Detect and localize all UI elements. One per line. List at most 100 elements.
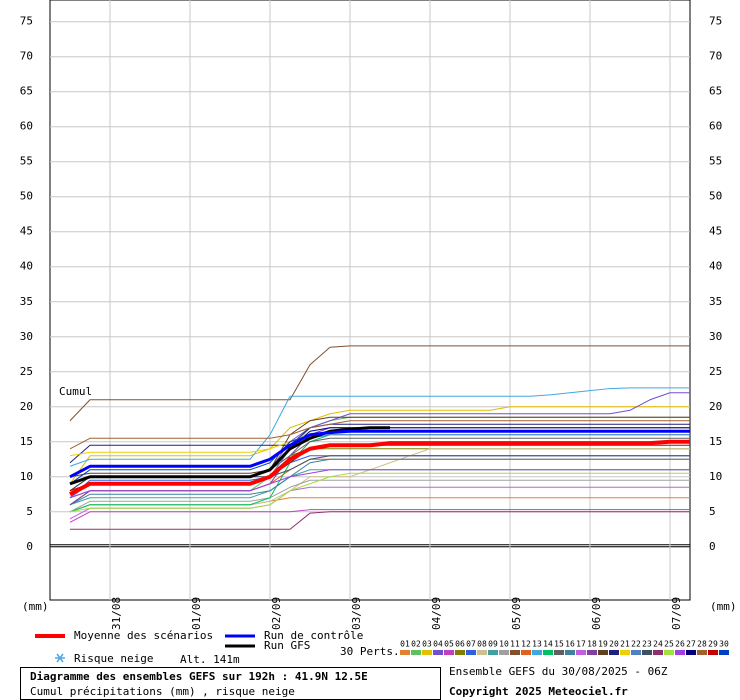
y-tick-label: 70 bbox=[20, 50, 33, 63]
run-info: Ensemble GEFS du 30/08/2025 - 06Z bbox=[449, 665, 668, 678]
legend-swatch bbox=[499, 650, 509, 655]
legend-swatch bbox=[400, 650, 410, 655]
legend-swatch bbox=[631, 650, 641, 655]
legend-label: 06 bbox=[455, 640, 465, 649]
legend-swatch bbox=[521, 650, 531, 655]
x-tick-label: 02/09 bbox=[270, 597, 283, 630]
y2-tick-label: 20 bbox=[709, 400, 722, 413]
legend-label: 25 bbox=[664, 640, 674, 649]
legend-swatch bbox=[466, 650, 476, 655]
y-tick-label: 0 bbox=[26, 540, 33, 553]
x-tick-label: 05/09 bbox=[510, 597, 523, 630]
series-line bbox=[69, 479, 690, 513]
legend-label: 04 bbox=[433, 640, 443, 649]
legend-swatch bbox=[554, 650, 564, 655]
legend-label: 03 bbox=[422, 640, 432, 649]
y2-tick-label: 75 bbox=[709, 15, 722, 28]
legend-label: 27 bbox=[686, 640, 696, 649]
altitude: Alt. 141m bbox=[180, 653, 240, 666]
legend-label: 16 bbox=[565, 640, 575, 649]
y-tick-label: 20 bbox=[20, 400, 33, 413]
legend-label: 12 bbox=[521, 640, 531, 649]
legend-label: 11 bbox=[510, 640, 520, 649]
legend-swatch bbox=[642, 650, 652, 655]
legend-swatch bbox=[609, 650, 619, 655]
series-line bbox=[69, 439, 690, 497]
legend-label: 08 bbox=[477, 640, 487, 649]
y-tick-label: 65 bbox=[20, 85, 33, 98]
y-tick-label: 75 bbox=[20, 15, 33, 28]
y-tick-label: 10 bbox=[20, 470, 33, 483]
legend-label: 24 bbox=[653, 640, 663, 649]
legend-label: 17 bbox=[576, 640, 586, 649]
y2-tick-label: 55 bbox=[709, 155, 722, 168]
legend-swatch bbox=[675, 650, 685, 655]
y-tick-label: 25 bbox=[20, 365, 33, 378]
legend-swatch bbox=[686, 650, 696, 655]
chart-title: Diagramme des ensembles GEFS sur 192h : … bbox=[30, 670, 368, 683]
plot-area bbox=[49, 0, 691, 601]
legend-label: 30 bbox=[719, 640, 729, 649]
y2-tick-label: 30 bbox=[709, 330, 722, 343]
x-tick-label: 03/09 bbox=[350, 597, 363, 630]
y2-tick-label: 0 bbox=[709, 540, 716, 553]
legend-swatch bbox=[620, 650, 630, 655]
legend-label: 01 bbox=[400, 640, 410, 649]
perts-label: 30 Perts. bbox=[340, 645, 400, 658]
legend-swatch bbox=[488, 650, 498, 655]
y-tick-label: 60 bbox=[20, 120, 33, 133]
unit-label-left: (mm) bbox=[22, 600, 49, 613]
y2-tick-label: 65 bbox=[709, 85, 722, 98]
unit-label-right: (mm) bbox=[710, 600, 737, 613]
x-tick-label: 01/09 bbox=[190, 597, 203, 630]
y-tick-label: 5 bbox=[26, 505, 33, 518]
series-line bbox=[69, 345, 690, 422]
legend-label: 13 bbox=[532, 640, 542, 649]
legend-label: 29 bbox=[708, 640, 718, 649]
copyright: Copyright 2025 Meteociel.fr bbox=[449, 685, 628, 698]
legend-label: 26 bbox=[675, 640, 685, 649]
x-tick-label: 31/08 bbox=[110, 597, 123, 630]
y-tick-label: 15 bbox=[20, 435, 33, 448]
legend-swatch bbox=[411, 650, 421, 655]
y2-tick-label: 40 bbox=[709, 260, 722, 273]
series-line bbox=[70, 511, 690, 530]
legend-swatch bbox=[477, 650, 487, 655]
series-line bbox=[69, 420, 690, 450]
snow-icon bbox=[55, 653, 65, 663]
y-tick-label: 55 bbox=[20, 155, 33, 168]
legend-label: 20 bbox=[609, 640, 619, 649]
series-line bbox=[69, 423, 690, 464]
legend-label: 28 bbox=[697, 640, 707, 649]
legend-label: 21 bbox=[620, 640, 630, 649]
y2-tick-label: 70 bbox=[709, 50, 722, 63]
legend-label: 07 bbox=[466, 640, 476, 649]
legend-label: 19 bbox=[598, 640, 608, 649]
legend-label: 05 bbox=[444, 640, 454, 649]
legend-swatch bbox=[598, 650, 608, 655]
y-axis-label: Cumul bbox=[59, 385, 92, 398]
y-tick-label: 40 bbox=[20, 260, 33, 273]
x-tick-label: 06/09 bbox=[590, 597, 603, 630]
y-tick-label: 50 bbox=[20, 190, 33, 203]
series-line bbox=[69, 429, 690, 479]
legend-swatch bbox=[719, 650, 729, 655]
legend-swatch bbox=[653, 650, 663, 655]
legend-label: 02 bbox=[411, 640, 421, 649]
legend-swatch bbox=[543, 650, 553, 655]
x-tick-label: 07/09 bbox=[670, 597, 683, 630]
series-line bbox=[69, 387, 690, 467]
chart-subtitle: Cumul précipitations (mm) , risque neige bbox=[30, 685, 295, 698]
snow-legend: Risque neige bbox=[74, 652, 153, 665]
y2-tick-label: 50 bbox=[709, 190, 722, 203]
series-line bbox=[69, 416, 690, 478]
legend-label: 23 bbox=[642, 640, 652, 649]
legend-swatch bbox=[587, 650, 597, 655]
series-line bbox=[69, 458, 690, 506]
legend-label: 10 bbox=[499, 640, 509, 649]
series-line bbox=[69, 406, 690, 485]
series-line bbox=[69, 426, 390, 486]
y2-tick-label: 45 bbox=[709, 225, 722, 238]
legend-label: Run GFS bbox=[264, 639, 310, 652]
